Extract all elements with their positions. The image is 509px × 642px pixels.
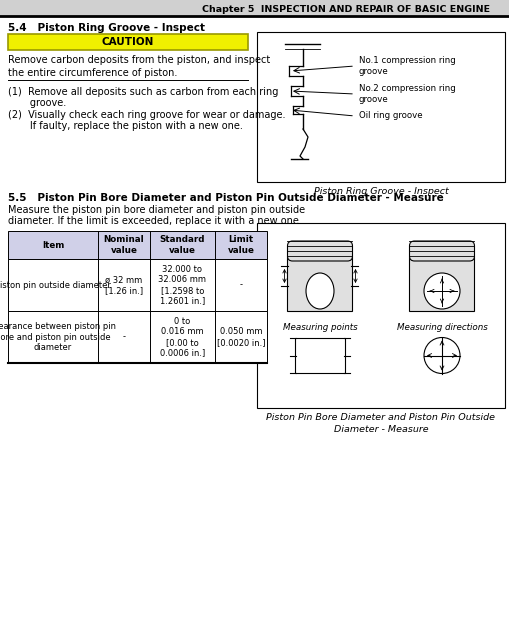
Text: the entire circumference of piston.: the entire circumference of piston.	[8, 68, 177, 78]
Text: diameter. If the limit is exceeded, replace it with a new one.: diameter. If the limit is exceeded, repl…	[8, 216, 301, 226]
Text: (2)  Visually check each ring groove for wear or damage.: (2) Visually check each ring groove for …	[8, 110, 285, 120]
Text: 5.5   Piston Pin Bore Diameter and Piston Pin Outside Diameter - Measure: 5.5 Piston Pin Bore Diameter and Piston …	[8, 193, 443, 203]
Text: Nominal
value: Nominal value	[103, 236, 144, 255]
FancyBboxPatch shape	[287, 241, 352, 261]
Text: ø 32 mm
[1.26 in.]: ø 32 mm [1.26 in.]	[105, 275, 143, 295]
Text: -: -	[239, 281, 242, 290]
Text: No.1 compression ring
groove: No.1 compression ring groove	[358, 56, 455, 76]
Text: Clearance between piston pin
bore and piston pin outside
diameter: Clearance between piston pin bore and pi…	[0, 322, 116, 352]
Text: (1)  Remove all deposits such as carbon from each ring: (1) Remove all deposits such as carbon f…	[8, 87, 278, 97]
Text: groove.: groove.	[8, 98, 66, 108]
Bar	[8, 311, 267, 363]
Text: Piston Pin Bore Diameter and Piston Pin Outside: Piston Pin Bore Diameter and Piston Pin …	[266, 413, 495, 422]
Text: Piston pin outside diameter: Piston pin outside diameter	[0, 281, 111, 290]
FancyBboxPatch shape	[409, 241, 473, 261]
Bar	[257, 32, 504, 182]
Circle shape	[423, 338, 459, 374]
Text: Limit
value: Limit value	[227, 236, 254, 255]
Text: Measure the piston pin bore diameter and piston pin outside: Measure the piston pin bore diameter and…	[8, 205, 304, 215]
Text: 5.4   Piston Ring Groove - Inspect: 5.4 Piston Ring Groove - Inspect	[8, 23, 205, 33]
Bar	[8, 259, 267, 311]
Bar	[294, 338, 344, 373]
Bar	[0, 0, 509, 16]
Bar	[409, 256, 473, 311]
Text: Measuring points: Measuring points	[282, 324, 357, 333]
Text: CAUTION: CAUTION	[102, 37, 154, 47]
Circle shape	[423, 273, 459, 309]
Text: Diameter - Measure: Diameter - Measure	[333, 426, 428, 435]
Text: 32.000 to
32.006 mm
[1.2598 to
1.2601 in.]: 32.000 to 32.006 mm [1.2598 to 1.2601 in…	[158, 265, 206, 305]
Text: Remove carbon deposits from the piston, and inspect: Remove carbon deposits from the piston, …	[8, 55, 270, 65]
Text: -: -	[122, 333, 125, 342]
Ellipse shape	[305, 273, 333, 309]
Text: Item: Item	[42, 241, 64, 250]
Text: Measuring directions: Measuring directions	[396, 324, 487, 333]
Text: No.2 compression ring
groove: No.2 compression ring groove	[358, 84, 455, 104]
Text: Chapter 5  INSPECTION AND REPAIR OF BASIC ENGINE: Chapter 5 INSPECTION AND REPAIR OF BASIC…	[202, 6, 489, 15]
Bar	[257, 223, 504, 408]
Text: If faulty, replace the piston with a new one.: If faulty, replace the piston with a new…	[8, 121, 242, 131]
Bar	[287, 256, 352, 311]
Text: Oil ring groove: Oil ring groove	[358, 112, 422, 121]
Bar	[8, 34, 247, 50]
Text: 0 to
0.016 mm
[0.00 to
0.0006 in.]: 0 to 0.016 mm [0.00 to 0.0006 in.]	[159, 317, 205, 357]
Bar	[8, 231, 267, 259]
Text: Piston Ring Groove - Inspect: Piston Ring Groove - Inspect	[313, 187, 447, 196]
Text: 0.050 mm
[0.0020 in.]: 0.050 mm [0.0020 in.]	[216, 327, 265, 347]
Text: Standard
value: Standard value	[159, 236, 205, 255]
